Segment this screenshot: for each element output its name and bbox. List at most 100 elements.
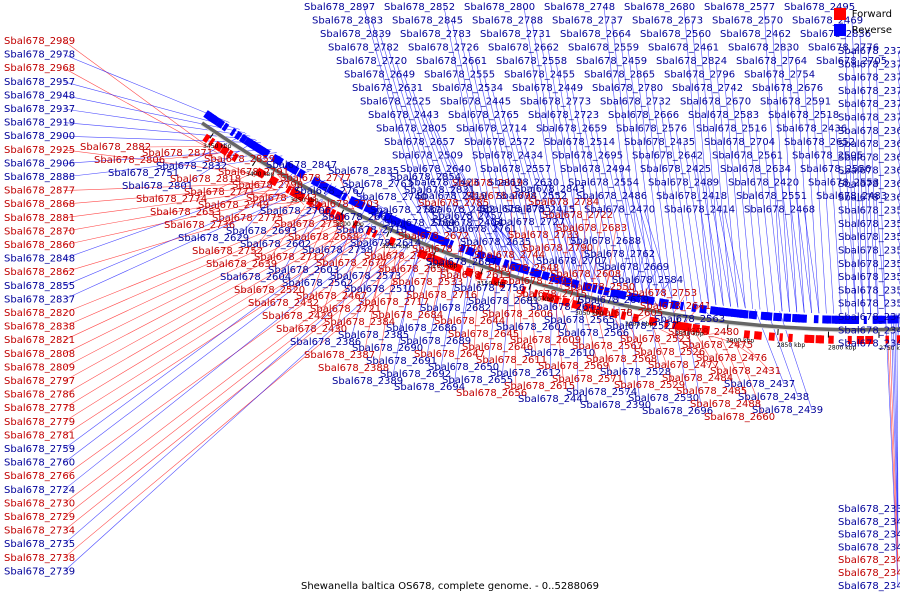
gene-label: Sbal678_2551	[736, 191, 807, 202]
gene-arrow	[753, 311, 758, 319]
gene-label: Sbal678_2865	[584, 70, 655, 81]
gene-label: Sbal678_2377	[838, 46, 900, 57]
gene-label: Sbal678_2436	[776, 124, 847, 135]
gene-label: Sbal678_2482	[424, 205, 495, 216]
gene-label: Sbal678_2653	[150, 207, 221, 218]
gene-label: Sbal678_2420	[728, 178, 799, 189]
legend-forward-label: Forward	[852, 9, 892, 20]
map-caption: Shewanella baltica OS678, complete genom…	[0, 581, 900, 592]
gene-label: Sbal678_2782	[328, 43, 399, 54]
gene-label: Sbal678_2509	[392, 151, 463, 162]
gene-label: Sbal678_2359	[838, 206, 900, 217]
gene-label: Sbal678_2373	[838, 73, 900, 84]
gene-label: Sbal678_2432	[248, 298, 319, 309]
gene-label: Sbal678_2390	[580, 400, 651, 411]
gene-arrow	[788, 334, 793, 342]
gene-label: Sbal678_2738	[4, 553, 75, 564]
gene-label: Sbal678_2642	[632, 151, 703, 162]
connector-line	[724, 210, 745, 309]
gene-label: Sbal678_2796	[664, 70, 735, 81]
gene-label: Sbal678_2760	[4, 458, 75, 469]
gene-label: Sbal678_2670	[680, 97, 751, 108]
gene-label: Sbal678_2948	[4, 90, 75, 101]
gene-label: Sbal678_2729	[4, 512, 75, 523]
gene-label: Sbal678_2765	[448, 110, 519, 121]
gene-arrow	[768, 312, 773, 320]
gene-arrow	[777, 313, 782, 321]
gene-label: Sbal678_2881	[4, 213, 75, 224]
gene-label: Sbal678_2363	[838, 152, 900, 163]
gene-label: Sbal678_2356	[838, 232, 900, 243]
gene-label: Sbal678_2555	[424, 70, 495, 81]
gene-label: Sbal678_2344	[838, 568, 900, 579]
gene-label: Sbal678_2919	[4, 118, 75, 129]
gene-labels: Sbal678_2989Sbal678_2978Sbal678_2968Sbal…	[4, 2, 900, 592]
gene-label: Sbal678_2449	[512, 83, 583, 94]
gene-label: Sbal678_2434	[472, 151, 543, 162]
gene-label: Sbal678_2518	[768, 110, 839, 121]
gene-label: Sbal678_2978	[4, 50, 75, 61]
gene-label: Sbal678_2423	[408, 178, 479, 189]
gene-label: Sbal678_2742	[672, 83, 743, 94]
gene-label: Sbal678_2855	[4, 281, 75, 292]
gene-label: Sbal678_2808	[4, 349, 75, 360]
gene-arrow	[810, 335, 814, 343]
gene-label: Sbal678_2572	[464, 137, 535, 148]
gene-label: Sbal678_2806	[94, 155, 165, 166]
gene-arrow	[779, 333, 783, 341]
gene-label: Sbal678_2349	[838, 312, 900, 323]
gene-label: Sbal678_2468	[744, 205, 815, 216]
gene-label: Sbal678_2559	[568, 43, 639, 54]
gene-label: Sbal678_2591	[760, 97, 831, 108]
legend-reverse-label: Reverse	[852, 25, 892, 36]
gene-label: Sbal678_2370	[838, 113, 900, 124]
gene-label: Sbal678_2558	[496, 56, 567, 67]
gene-label: Sbal678_2629	[178, 233, 249, 244]
gene-label: Sbal678_2365	[838, 139, 900, 150]
gene-label: Sbal678_2783	[400, 29, 471, 40]
gene-label: Sbal678_2552	[496, 191, 567, 202]
gene-label: Sbal678_2781	[4, 430, 75, 441]
gene-label: Sbal678_2779	[4, 417, 75, 428]
gene-arrow	[814, 315, 819, 323]
gene-label: Sbal678_2860	[4, 240, 75, 251]
gene-label: Sbal678_2736	[164, 220, 235, 231]
gene-label: Sbal678_2852	[384, 2, 455, 13]
gene-label: Sbal678_2925	[4, 145, 75, 156]
gene-label: Sbal678_2732	[600, 97, 671, 108]
gene-label: Sbal678_2714	[456, 124, 527, 135]
gene-label: Sbal678_2888	[4, 172, 75, 183]
gene-label: Sbal678_2824	[656, 56, 727, 67]
gene-label: Sbal678_2419	[416, 191, 487, 202]
gene-label: Sbal678_2694	[394, 382, 465, 393]
gene-label: Sbal678_2676	[752, 83, 823, 94]
gene-label: Sbal678_2882	[80, 142, 151, 153]
gene-label: Sbal678_2877	[4, 186, 75, 197]
gene-label: Sbal678_2554	[568, 178, 639, 189]
gene-label: Sbal678_2630	[488, 178, 559, 189]
gene-label: Sbal678_2352	[838, 272, 900, 283]
gene-label: Sbal678_2801	[122, 181, 193, 192]
gene-label: Sbal678_2773	[520, 97, 591, 108]
gene-label: Sbal678_2726	[408, 43, 479, 54]
gene-label: Sbal678_2461	[648, 43, 719, 54]
gene-label: Sbal678_2805	[376, 124, 447, 135]
gene-label: Sbal678_2774	[136, 194, 207, 205]
gene-label: Sbal678_2371	[838, 99, 900, 110]
gene-label: Sbal678_2754	[744, 70, 815, 81]
gene-label: Sbal678_2723	[528, 110, 599, 121]
gene-label: Sbal678_2520	[234, 285, 305, 296]
gene-label: Sbal678_2372	[838, 86, 900, 97]
gene-label: Sbal678_2788	[472, 16, 543, 27]
gene-label: Sbal678_2659	[536, 124, 607, 135]
gene-label: Sbal678_2897	[304, 2, 375, 13]
gene-label: Sbal678_2649	[344, 70, 415, 81]
gene-label: Sbal678_2830	[728, 43, 799, 54]
gene-label: Sbal678_2351	[838, 285, 900, 296]
gene-arrow	[828, 336, 834, 344]
gene-label: Sbal678_2786	[4, 390, 75, 401]
gene-label: Sbal678_2353	[838, 259, 900, 270]
gene-label: Sbal678_2656	[456, 388, 527, 399]
gene-label: Sbal678_2583	[688, 110, 759, 121]
